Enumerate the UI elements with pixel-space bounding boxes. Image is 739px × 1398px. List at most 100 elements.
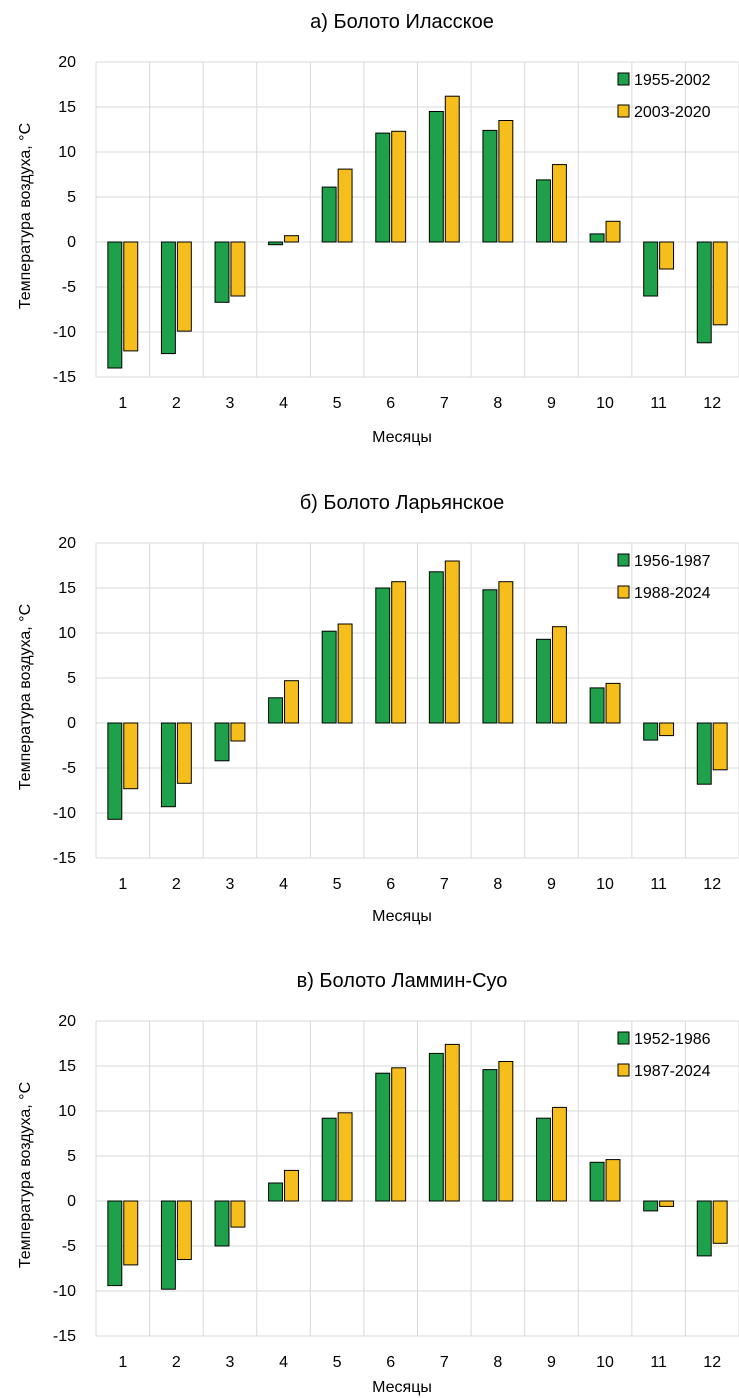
chart-2-bar-s2-m7: [444, 560, 460, 724]
legend-3-label-2: 1987-2024: [634, 1063, 711, 1080]
chart-3-bar-s2-m8: [498, 1061, 514, 1202]
chart-1-bar-s1-m11: [643, 241, 659, 297]
chart-1-bar-s1-m12: [696, 241, 712, 344]
chart-2-bar-s2-m10: [605, 682, 621, 724]
chart-2-bar-s1-m12: [696, 722, 712, 785]
chart-2-bar-s2-m12: [712, 722, 728, 771]
chart-3-xtick-10: 10: [596, 1354, 614, 1371]
legend-1-label-2: 2003-2020: [634, 104, 711, 121]
chart-3-xtick-2: 2: [172, 1354, 181, 1371]
chart-2-bar-s1-m4: [268, 697, 284, 724]
chart-2-xtick-3: 3: [226, 876, 235, 893]
chart-3-bar-s1-m10: [589, 1161, 605, 1202]
chart-2-ytick-2: -5: [62, 760, 76, 777]
chart-2-bar-s1-m9: [536, 638, 551, 724]
chart-1-bar-s2-m6: [391, 130, 407, 243]
chart-2-bar-s1-m7: [428, 571, 444, 724]
chart-1-ytick-0: -15: [53, 369, 76, 386]
chart-2-ytick-5: 10: [58, 625, 76, 642]
chart-3-bar-s2-m7: [444, 1043, 460, 1202]
legend-1-label-1: 1955-2002: [634, 72, 711, 89]
chart-2-xtick-1: 1: [118, 876, 127, 893]
chart-1-bar-s2-m2: [176, 241, 192, 332]
chart-2-bar-s2-m6: [391, 581, 407, 724]
chart-2-xtick-12: 12: [703, 876, 721, 893]
chart-1-ytick-4: 5: [67, 189, 76, 206]
chart-2-bar-s1-m10: [589, 687, 605, 724]
chart-3-bar-s1-m6: [375, 1072, 391, 1202]
chart-2-bar-s1-m3: [214, 722, 230, 762]
chart-2-bar-s1-m2: [160, 722, 176, 808]
legend-1-swatch-2: [617, 104, 630, 118]
chart-3-bar-s2-m6: [391, 1067, 407, 1202]
chart-1-xtick-4: 4: [279, 395, 288, 412]
chart-2-xtick-8: 8: [493, 876, 502, 893]
chart-3-ytick-3: 0: [67, 1193, 76, 1210]
chart-2-bar-s2-m11: [659, 722, 675, 737]
chart-1-xtick-8: 8: [493, 395, 502, 412]
chart-3-bar-s2-m4: [284, 1169, 299, 1202]
legend-2-label-2: 1988-2024: [634, 585, 711, 602]
chart-1-bar-s1-m9: [536, 179, 551, 243]
chart-2-xlabel: Месяцы: [372, 908, 432, 925]
chart-3-ytick-0: -15: [53, 1328, 76, 1345]
chart-1-bar-s2-m5: [337, 168, 353, 243]
chart-2-ytick-1: -10: [53, 805, 76, 822]
chart-3-bar-s2-m9: [551, 1106, 567, 1202]
chart-3-xtick-6: 6: [386, 1354, 395, 1371]
chart-panel-3: -15 -10 -5 0 5 10 15 20 1 2 3 4 5 6 7 8 9 10 11 12 в) Болот…: [0, 960, 739, 1398]
chart-2-bar-s1-m1: [107, 722, 123, 820]
chart-3-ytick-6: 15: [58, 1058, 76, 1075]
chart-1-bar-s2-m11: [659, 241, 675, 270]
chart-2-ytick-6: 15: [58, 580, 76, 597]
chart-1-bar-s1-m10: [589, 233, 605, 243]
chart-1-ytick-7: 20: [58, 54, 76, 71]
chart-1-bar-s2-m9: [551, 164, 567, 243]
chart-1-xtick-7: 7: [440, 395, 449, 412]
chart-3-bar-s1-m11: [643, 1200, 659, 1212]
chart-3-xtick-9: 9: [547, 1354, 556, 1371]
legend-2-swatch-1: [617, 553, 630, 567]
chart-3-bar-s1-m8: [482, 1069, 498, 1202]
chart-3-xtick-3: 3: [226, 1354, 235, 1371]
chart-1-bar-s1-m4: [268, 241, 284, 246]
chart-1-bar-s2-m1: [123, 241, 139, 352]
chart-1-xtick-2: 2: [172, 395, 181, 412]
chart-3-bar-s1-m7: [428, 1052, 444, 1202]
chart-2-xtick-9: 9: [547, 876, 556, 893]
chart-3-xtick-4: 4: [279, 1354, 288, 1371]
chart-3-ytick-4: 5: [67, 1148, 76, 1165]
chart-1-bar-s2-m12: [712, 241, 728, 326]
chart-2-ytick-7: 20: [58, 535, 76, 552]
legend-2-swatch-2: [617, 585, 630, 599]
chart-2-xtick-10: 10: [596, 876, 614, 893]
chart-3-bar-s1-m9: [536, 1117, 551, 1202]
chart-1-bar-s1-m1: [107, 241, 123, 369]
chart-3-xtick-1: 1: [118, 1354, 127, 1371]
chart-1-xlabel: Месяцы: [372, 429, 432, 446]
chart-3-bar-s2-m11: [659, 1200, 675, 1207]
chart-2-ytick-0: -15: [53, 850, 76, 867]
chart-2-xtick-5: 5: [333, 876, 342, 893]
chart-2-bar-s1-m11: [643, 722, 659, 741]
chart-1-ylabel: Температура воздуха, °C: [17, 123, 34, 309]
chart-2-bar-s2-m2: [176, 722, 192, 784]
chart-3-xtick-5: 5: [333, 1354, 342, 1371]
chart-3-ytick-2: -5: [62, 1238, 76, 1255]
chart-1-bar-s1-m5: [321, 186, 337, 243]
chart-1-bar-s1-m8: [482, 129, 498, 243]
chart-1-bar-s2-m4: [284, 235, 299, 243]
chart-panel-2: -15 -10 -5 0 5 10 15 20 1 2 3 4 5 6 7 8 9 10 11 12 б) Болот…: [0, 483, 739, 943]
chart-1-xtick-12: 12: [703, 395, 721, 412]
chart-2-xtick-7: 7: [440, 876, 449, 893]
chart-1-xtick-5: 5: [333, 395, 342, 412]
chart-2-title: б) Болото Ларьянское: [300, 492, 505, 514]
chart-1-bar-s2-m8: [498, 120, 514, 243]
chart-3-title: в) Болото Ламмин-Суо: [297, 970, 508, 992]
legend-1-swatch-1: [617, 72, 630, 86]
legend-3-swatch-1: [617, 1031, 630, 1045]
